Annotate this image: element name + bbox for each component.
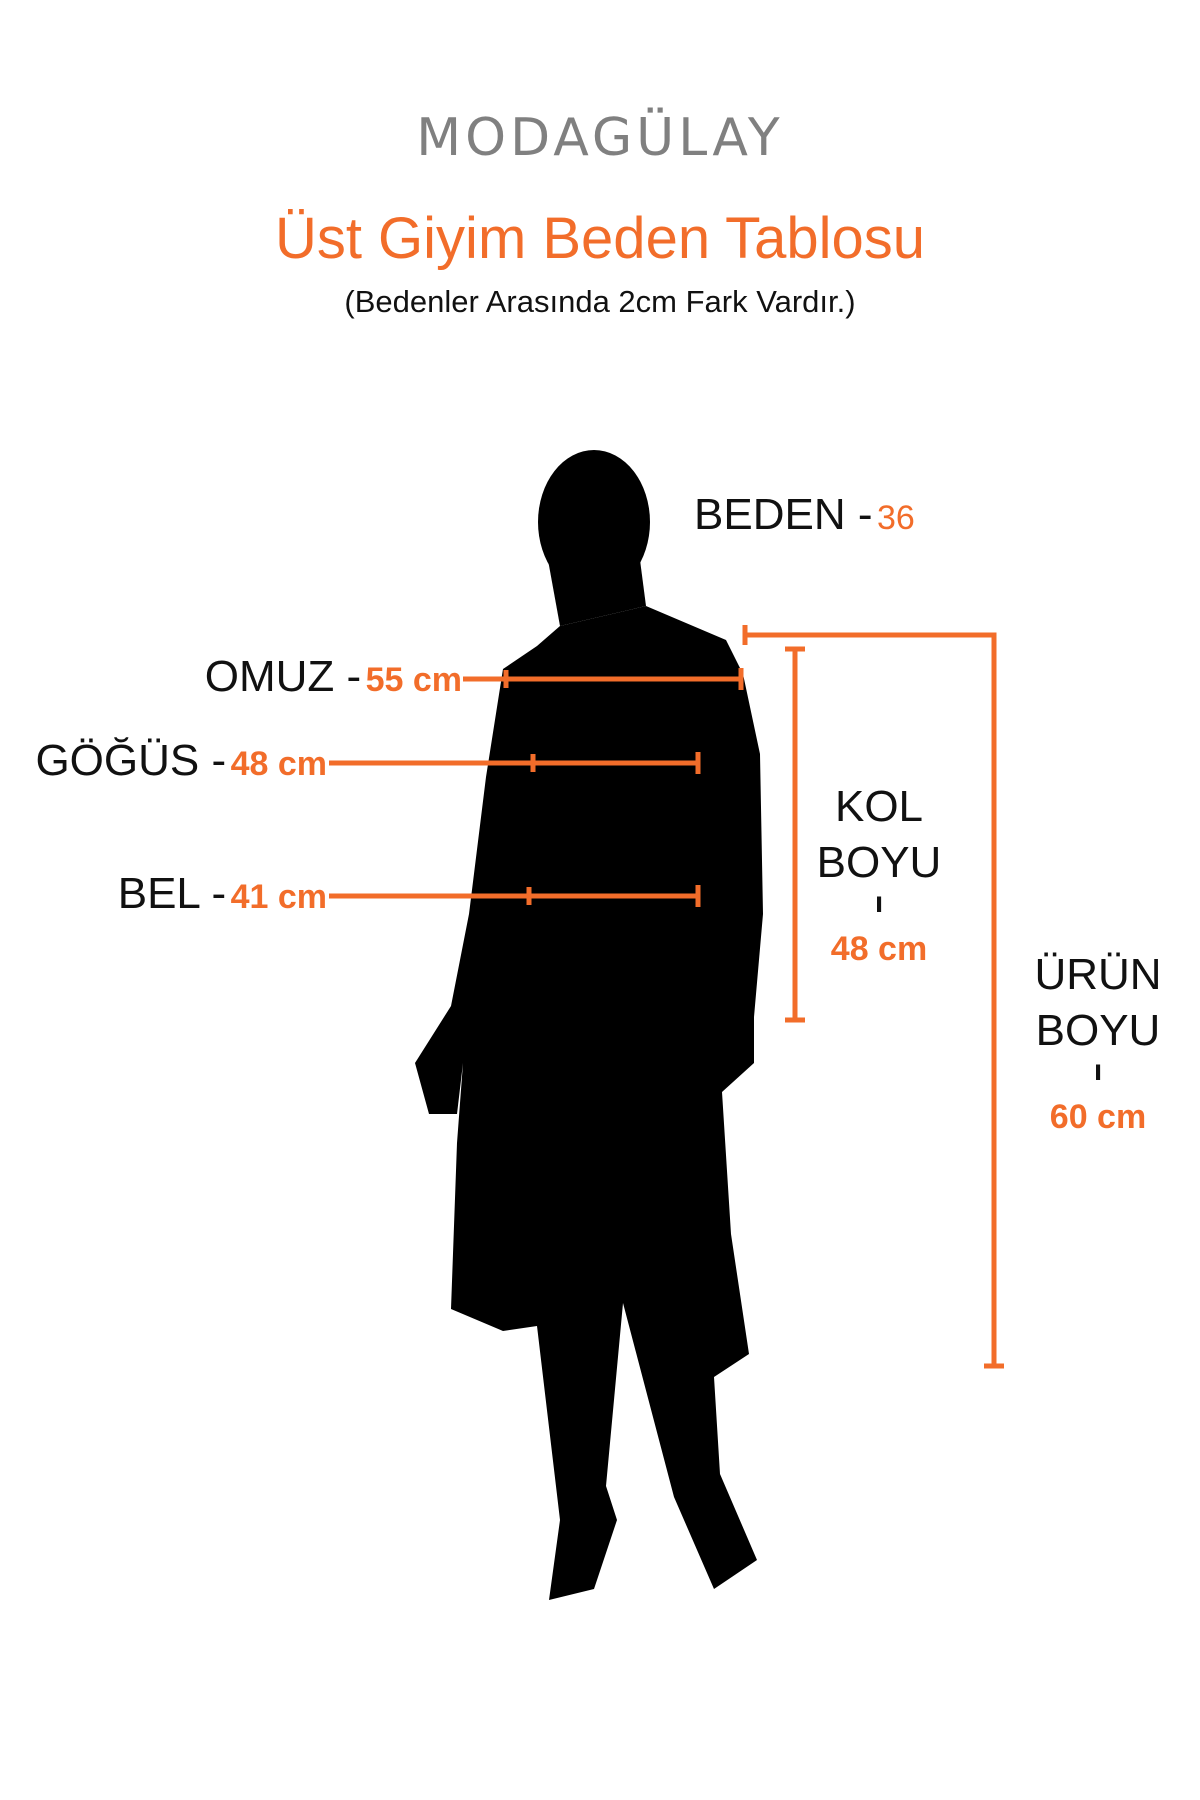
gogus-label: GÖĞÜS - 48 cm: [35, 736, 327, 785]
bel-label: BEL - 41 cm: [117, 869, 327, 918]
kol-boyu-value: 48 cm: [830, 930, 928, 968]
urun-boyu-value: 60 cm: [1049, 1098, 1147, 1136]
brand-logo: MODAGÜLAY: [416, 108, 784, 168]
urun-boyu-label-1: ÜRÜN: [1034, 950, 1162, 999]
silhouette: [415, 450, 763, 1600]
urun-boyu-label-2: BOYU: [1035, 1006, 1161, 1055]
kol-boyu-label-2: BOYU: [816, 838, 942, 887]
gogus-line: [329, 752, 701, 774]
page-subtitle: (Bedenler Arasında 2cm Fark Vardır.): [344, 284, 856, 319]
kol-boyu-separator: ı: [874, 886, 884, 919]
omuz-label: OMUZ - 55 cm: [204, 652, 462, 701]
bel-line: [329, 885, 701, 907]
size-label: BEDEN - 36: [694, 490, 915, 539]
page-title: Üst Giyim Beden Tablosu: [274, 206, 926, 271]
kol-boyu-line: [785, 646, 805, 1023]
kol-boyu-label-1: KOL: [834, 782, 924, 831]
urun-boyu-line: [742, 625, 1004, 1369]
omuz-line: [463, 668, 744, 690]
urun-boyu-separator: ı: [1093, 1054, 1103, 1087]
